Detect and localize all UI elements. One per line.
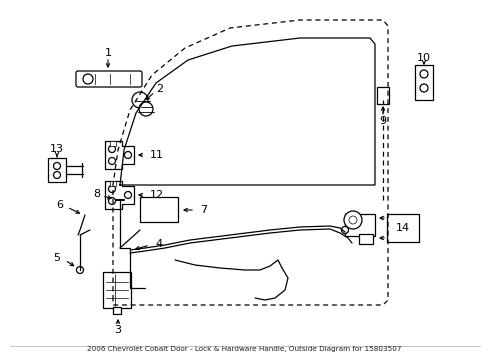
Circle shape [124,152,131,158]
Text: 2: 2 [156,84,163,94]
Polygon shape [105,181,134,209]
Circle shape [108,157,115,165]
Circle shape [348,216,356,224]
Text: 9: 9 [379,116,386,126]
Circle shape [419,70,427,78]
Circle shape [108,145,115,153]
Text: 4: 4 [155,239,162,249]
Text: 11: 11 [150,150,163,160]
Bar [345,214,374,236]
Text: 5: 5 [53,253,60,263]
Circle shape [76,266,83,274]
Bar [110,141,116,146]
Text: 2006 Chevrolet Cobalt Door - Lock & Hardware Handle, Outside Diagram for 1580350: 2006 Chevrolet Cobalt Door - Lock & Hard… [86,346,401,352]
Text: 8: 8 [93,189,100,199]
Bar [48,158,66,182]
Circle shape [108,198,115,204]
Text: 14: 14 [395,223,409,233]
Circle shape [53,162,61,170]
Text: 1: 1 [104,48,111,58]
Bar [110,181,116,186]
Circle shape [132,92,148,108]
Bar [140,197,178,222]
Bar [358,234,372,244]
Text: 6: 6 [56,200,63,210]
FancyBboxPatch shape [376,87,388,104]
Bar [103,272,131,308]
Circle shape [124,192,131,198]
Text: 13: 13 [50,144,64,154]
Text: 7: 7 [200,205,207,215]
Circle shape [53,171,61,179]
Text: 3: 3 [114,325,121,335]
Circle shape [343,211,361,229]
Circle shape [341,226,348,234]
Bar [414,65,432,100]
Circle shape [139,102,153,116]
Circle shape [419,84,427,92]
Circle shape [83,74,93,84]
Bar [113,307,121,314]
Bar [386,214,418,242]
Polygon shape [105,141,134,169]
Circle shape [108,185,115,193]
FancyBboxPatch shape [76,71,142,87]
Text: 10: 10 [416,53,430,63]
Text: 12: 12 [150,190,164,200]
